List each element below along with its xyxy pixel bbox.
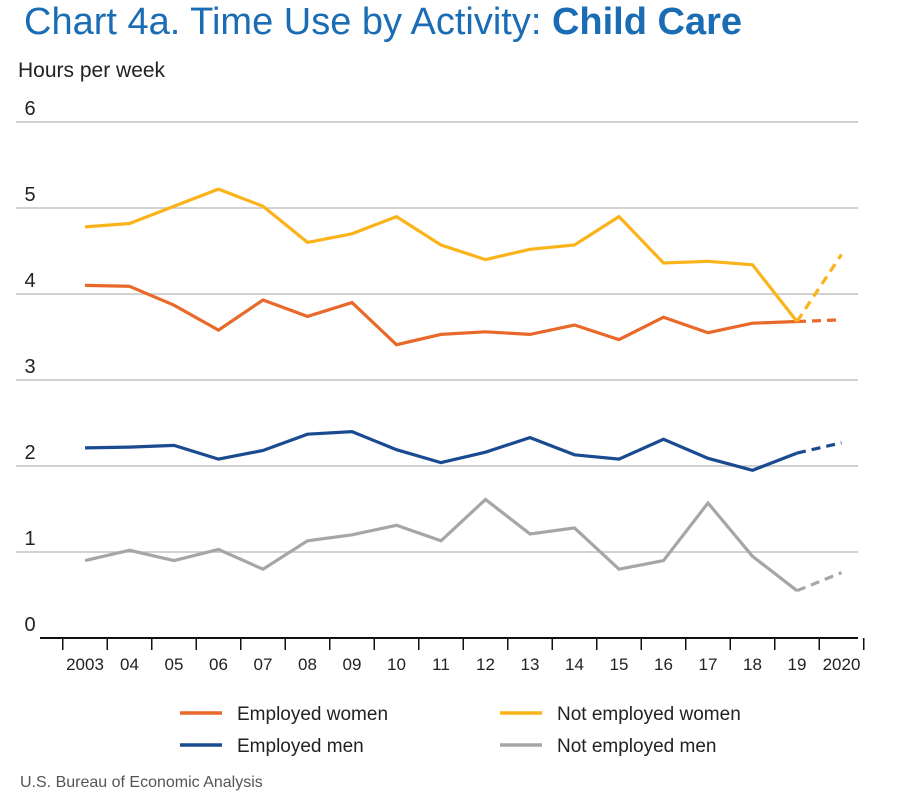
y-tick-label: 3 bbox=[24, 356, 35, 378]
legend-label: Not employed men bbox=[557, 736, 716, 757]
y-tick-label: 0 bbox=[24, 614, 35, 636]
x-tick-label: 19 bbox=[788, 655, 807, 674]
legend-label: Not employed women bbox=[557, 704, 741, 725]
chart-title-prefix: Chart 4a. Time Use by Activity: bbox=[24, 1, 552, 43]
y-tick-labels: 0 1 2 3 4 5 6 bbox=[24, 98, 35, 636]
series-line-2020-dashed bbox=[796, 441, 842, 455]
legend-label: Employed women bbox=[237, 704, 388, 725]
series-line-2020-dashed bbox=[796, 318, 842, 324]
x-tick-label: 14 bbox=[565, 655, 584, 674]
grid-lines bbox=[16, 121, 858, 553]
series-line bbox=[84, 283, 798, 347]
x-tick-label: 09 bbox=[343, 655, 362, 674]
y-axis-label: Hours per week bbox=[18, 59, 166, 82]
source-note: U.S. Bureau of Economic Analysis bbox=[20, 774, 263, 791]
y-tick-label: 2 bbox=[24, 442, 35, 464]
y-tick-label: 6 bbox=[24, 98, 35, 120]
x-tick-label: 10 bbox=[387, 655, 406, 674]
x-tick-label: 11 bbox=[432, 655, 450, 674]
x-tick-label: 17 bbox=[699, 655, 718, 674]
x-tick-label: 15 bbox=[610, 655, 629, 674]
series-line bbox=[84, 497, 798, 592]
x-tick-label: 05 bbox=[165, 655, 184, 674]
series-line bbox=[84, 187, 799, 323]
series-line bbox=[84, 429, 798, 472]
legend: Employed women Not employed women Employed… bbox=[180, 704, 741, 757]
legend-label: Employed men bbox=[237, 736, 364, 757]
series-line-2020-dashed bbox=[795, 253, 843, 323]
x-tick-label: 07 bbox=[254, 655, 273, 674]
y-tick-label: 5 bbox=[24, 184, 35, 206]
x-tick-label: 16 bbox=[654, 655, 673, 674]
x-tick-label: 13 bbox=[521, 655, 540, 674]
y-tick-label: 1 bbox=[24, 528, 35, 550]
x-tick-label: 06 bbox=[209, 655, 228, 674]
x-tick-label: 04 bbox=[120, 655, 139, 674]
series-lines bbox=[84, 187, 843, 593]
series-line-2020-dashed bbox=[796, 571, 843, 593]
chart-title-emphasis: Child Care bbox=[551, 1, 743, 43]
x-tick-label: 12 bbox=[476, 655, 495, 674]
x-tick-label: 2003 bbox=[66, 655, 104, 674]
chart-title: Chart 4a. Time Use by Activity: Child Ca… bbox=[24, 0, 742, 44]
x-tick-label: 18 bbox=[743, 655, 762, 674]
x-tick-label: 08 bbox=[298, 655, 317, 674]
x-axis: 2003 04 05 06 07 08 09 10 11 12 13 14 15 16 17 18 19 2020 bbox=[40, 637, 865, 674]
x-tick-label: 2020 bbox=[823, 655, 861, 674]
y-tick-label: 4 bbox=[24, 270, 35, 292]
